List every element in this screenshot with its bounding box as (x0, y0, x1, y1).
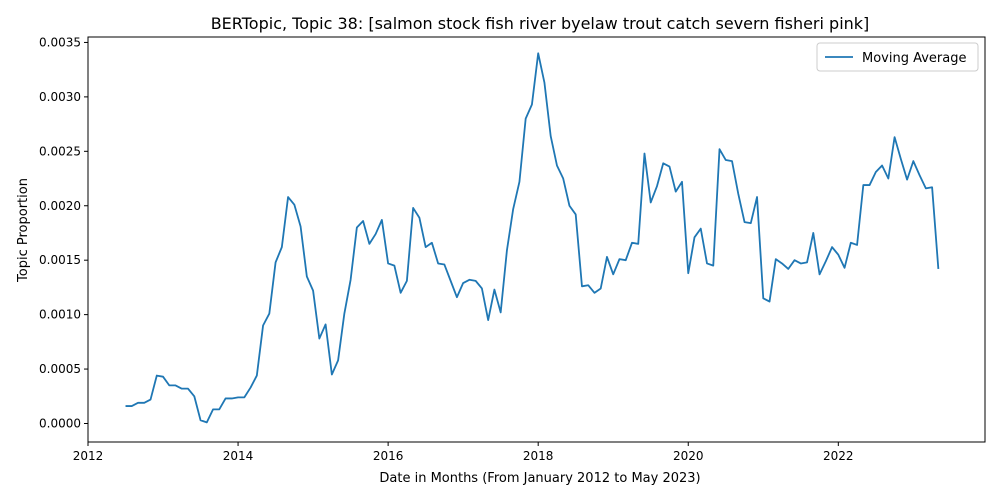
y-tick-label: 0.0005 (39, 362, 81, 376)
y-tick-label: 0.0030 (39, 90, 81, 104)
legend-label: Moving Average (862, 51, 966, 66)
series-group (125, 52, 940, 424)
x-axis: 2012 2014 2016 2018 2020 2022 (73, 442, 854, 463)
plot-area (87, 36, 986, 443)
chart-title: BERTopic, Topic 38: [salmon stock fish r… (211, 14, 870, 33)
y-axis: 0.0000 0.0005 0.0010 0.0015 0.0020 0.0025 0.00… (39, 35, 88, 430)
y-tick-label: 0.0035 (39, 35, 81, 49)
x-tick-label: 2020 (673, 449, 704, 463)
y-tick-label: 0.0020 (39, 199, 81, 213)
x-tick-label: 2014 (223, 449, 254, 463)
plot-frame (87, 36, 986, 443)
x-tick-label: 2016 (373, 449, 404, 463)
y-tick-label: 0.0015 (39, 253, 81, 267)
x-axis-label: Date in Months (From January 2012 to May… (379, 471, 700, 486)
legend-box (816, 42, 979, 72)
y-tick-label: 0.0000 (39, 416, 81, 430)
x-tick-label: 2018 (523, 449, 554, 463)
legend: Moving Average (816, 42, 979, 72)
y-axis-label: Topic Proportion (16, 178, 31, 283)
x-tick-label: 2022 (823, 449, 854, 463)
y-tick-label: 0.0025 (39, 144, 81, 158)
series-line-moving-average (125, 52, 940, 424)
x-tick-label: 2012 (73, 449, 104, 463)
y-tick-label: 0.0010 (39, 308, 81, 322)
